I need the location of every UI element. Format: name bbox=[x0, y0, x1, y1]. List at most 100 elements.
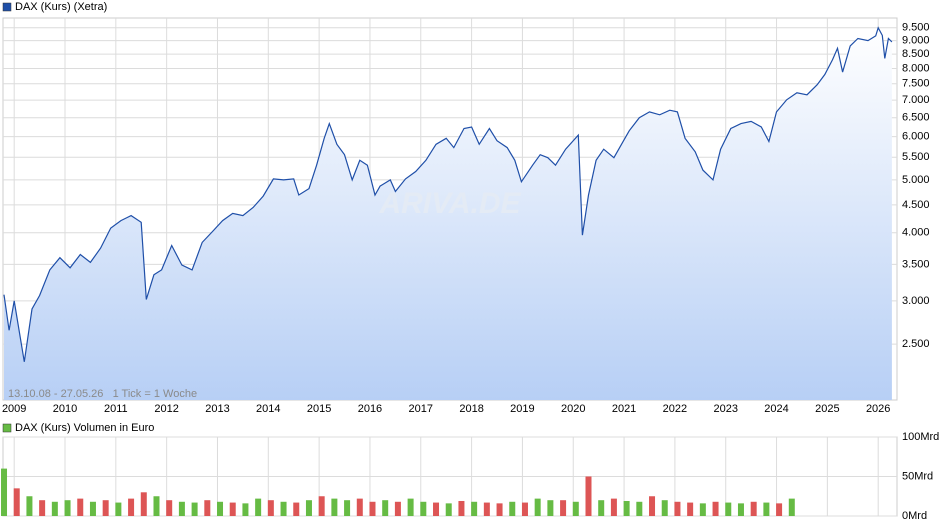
y-tick-label: 0Mrd bbox=[902, 510, 927, 522]
area bbox=[4, 27, 892, 401]
volume-bar bbox=[687, 502, 694, 516]
y-tick-label: 4.500 bbox=[902, 199, 930, 211]
volume-bar bbox=[229, 502, 236, 516]
line bbox=[3, 26, 893, 362]
volume-bar bbox=[26, 496, 33, 516]
y-tick-label: 7.500 bbox=[902, 78, 930, 90]
volume-bar bbox=[13, 488, 20, 516]
legend-swatch bbox=[2, 423, 12, 433]
volume-bar bbox=[191, 502, 198, 516]
y-tick-label: 3.000 bbox=[902, 295, 930, 307]
volume-bar bbox=[64, 500, 71, 516]
volume-bar bbox=[89, 501, 96, 516]
volume-bar bbox=[433, 502, 440, 516]
volume-bar bbox=[318, 496, 325, 516]
x-tick-label: 2023 bbox=[713, 403, 737, 415]
y-tick-label: 100Mrd bbox=[902, 431, 939, 443]
volume-bar bbox=[369, 501, 376, 516]
volume-bar bbox=[217, 501, 224, 516]
volume-bar bbox=[712, 501, 719, 516]
volume-bar bbox=[763, 502, 770, 516]
x-tick-label: 2011 bbox=[104, 403, 128, 415]
x-tick-label: 2020 bbox=[561, 403, 585, 415]
volume-bar bbox=[636, 501, 643, 516]
volume-bar bbox=[610, 498, 617, 516]
volume-bar bbox=[483, 502, 490, 516]
volume-bar bbox=[420, 501, 427, 516]
x-tick-label: 2015 bbox=[307, 403, 331, 415]
y-tick-label: 5.000 bbox=[902, 174, 930, 186]
volume-bar bbox=[280, 501, 287, 516]
x-tick-label: 2021 bbox=[612, 403, 636, 415]
legend-swatch bbox=[2, 2, 12, 12]
volume-bar bbox=[267, 500, 274, 516]
y-tick-label: 6.000 bbox=[902, 131, 930, 143]
x-tick-label: 2014 bbox=[256, 403, 280, 415]
y-tick-label: 9.500 bbox=[902, 22, 930, 34]
volume-bar bbox=[598, 500, 605, 516]
annotation: 13.10.08 - 27.05.26 1 Tick = 1 Woche bbox=[8, 388, 197, 400]
y-tick-label: 50Mrd bbox=[902, 470, 933, 482]
volume-bar bbox=[394, 501, 401, 516]
volume-bar bbox=[623, 500, 630, 516]
volume-bar bbox=[649, 496, 656, 516]
volume-bar bbox=[560, 500, 567, 516]
volume-bar bbox=[153, 496, 160, 516]
legend-label: DAX (Kurs) Volumen in Euro bbox=[15, 422, 154, 434]
volume-bar bbox=[293, 502, 300, 516]
y-tick-label: 3.500 bbox=[902, 258, 930, 270]
volume-bar bbox=[242, 503, 249, 516]
volume-bar bbox=[128, 498, 135, 516]
volume-bar bbox=[509, 501, 516, 516]
volume-bar bbox=[750, 501, 757, 516]
volume-bar bbox=[1, 468, 8, 516]
volume-bar bbox=[51, 501, 58, 516]
y-tick-label: 8.500 bbox=[902, 48, 930, 60]
y-tick-label: 6.500 bbox=[902, 112, 930, 124]
x-tick-label: 2016 bbox=[358, 403, 382, 415]
volume-bar bbox=[725, 502, 732, 516]
volume-bar bbox=[547, 500, 554, 516]
volume-bar bbox=[305, 500, 312, 516]
volume-bar bbox=[534, 498, 541, 516]
y-tick-label: 2.500 bbox=[902, 338, 930, 350]
x-tick-label: 2013 bbox=[205, 403, 229, 415]
volume-bar bbox=[331, 498, 338, 516]
watermark: ARIVA.DE bbox=[378, 187, 521, 220]
volume-bar bbox=[674, 501, 681, 516]
volume-bar bbox=[140, 492, 147, 516]
volume-bar bbox=[699, 503, 706, 516]
volume-bar bbox=[178, 501, 185, 516]
x-tick-label: 2026 bbox=[866, 403, 890, 415]
x-tick-label: 2009 bbox=[2, 403, 26, 415]
volume-bar bbox=[471, 501, 478, 516]
y-tick-label: 9.000 bbox=[902, 34, 930, 46]
legend-label: DAX (Kurs) (Xetra) bbox=[15, 1, 107, 13]
volume-bar bbox=[407, 498, 414, 516]
volume-bar bbox=[661, 500, 668, 516]
x-tick-label: 2022 bbox=[663, 403, 687, 415]
y-tick-label: 7.000 bbox=[902, 94, 930, 106]
volume-bar bbox=[585, 476, 592, 516]
volume-bar bbox=[255, 498, 262, 516]
volume-bar bbox=[737, 503, 744, 516]
volume-bar bbox=[344, 500, 351, 516]
volume-bar bbox=[572, 501, 579, 516]
y-tick-label: 8.000 bbox=[902, 62, 930, 74]
x-tick-label: 2017 bbox=[409, 403, 433, 415]
x-tick-label: 2024 bbox=[764, 403, 788, 415]
volume-bar bbox=[496, 503, 503, 516]
x-tick-label: 2012 bbox=[154, 403, 178, 415]
volume-bar bbox=[382, 500, 389, 516]
volume-bar bbox=[776, 503, 783, 516]
x-tick-label: 2025 bbox=[815, 403, 839, 415]
volume-bar bbox=[166, 500, 173, 516]
x-tick-label: 2010 bbox=[53, 403, 77, 415]
volume-bar bbox=[458, 500, 465, 516]
y-tick-label: 5.500 bbox=[902, 151, 930, 163]
x-tick-label: 2019 bbox=[510, 403, 534, 415]
volume-bar bbox=[115, 502, 122, 516]
volume-bar bbox=[788, 498, 795, 516]
